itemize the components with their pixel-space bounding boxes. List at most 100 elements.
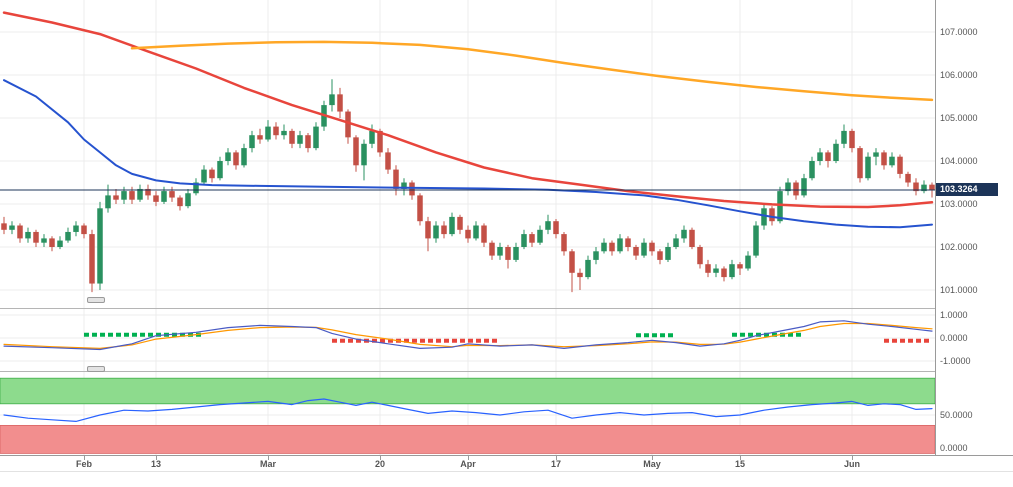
candle-up <box>785 182 791 192</box>
last-price-label: 103.3264 <box>936 183 998 197</box>
price-tick-label: 1.0000 <box>940 310 968 320</box>
candle-down <box>505 247 511 260</box>
candle-down <box>465 229 471 239</box>
candle-down <box>569 251 575 273</box>
time-tick-label: 20 <box>374 459 385 469</box>
candle-down <box>697 247 703 265</box>
rsi-zones <box>0 377 935 454</box>
moving-averages <box>2 11 934 229</box>
candle-up <box>753 225 759 256</box>
candle-up <box>665 247 671 260</box>
candle-up <box>777 191 783 222</box>
candle-up <box>513 247 519 260</box>
candle-down <box>33 231 39 243</box>
time-tick-mark <box>156 456 157 460</box>
time-tick-label: Feb <box>75 459 92 469</box>
candle-up <box>801 178 807 196</box>
time-tick-mark <box>652 456 653 460</box>
price-axis[interactable]: 107.0000 106.0000 105.0000 104.0000 103.0000… <box>935 0 1013 472</box>
candle-up <box>9 225 15 230</box>
candle-up <box>329 94 335 106</box>
price-tick-label: 101.0000 <box>940 285 978 295</box>
candle-down <box>913 182 919 192</box>
panel-resize-handle[interactable] <box>87 297 105 303</box>
candlestick-chart[interactable] <box>0 0 935 455</box>
candle-up <box>137 188 143 200</box>
candle-down <box>529 234 535 243</box>
candle-down <box>649 242 655 252</box>
candle-up <box>217 161 223 179</box>
time-tick-mark <box>468 456 469 460</box>
rsi-panel <box>3 398 933 422</box>
candle-up <box>225 152 231 161</box>
candle-up <box>545 221 551 230</box>
candle-up <box>97 208 103 284</box>
candle-down <box>17 225 23 239</box>
candle-up <box>241 148 247 166</box>
candle-up <box>617 238 623 252</box>
candle-up <box>265 126 271 140</box>
candle-down <box>393 169 399 189</box>
candle-up <box>841 130 847 144</box>
candles <box>1 79 935 293</box>
time-tick-mark <box>740 456 741 460</box>
candle-down <box>857 148 863 179</box>
candle-down <box>169 191 175 198</box>
candle-down <box>633 247 639 256</box>
candle-down <box>81 225 87 235</box>
candle-up <box>57 240 63 247</box>
rsi-oversold-zone <box>0 424 935 454</box>
candle-down <box>897 156 903 174</box>
candle-up <box>249 135 255 149</box>
candle-down <box>441 225 447 235</box>
time-tick-label: Jun <box>843 459 860 469</box>
candle-down <box>49 238 55 247</box>
time-axis[interactable]: Feb 13 Mar 20 Apr 17 May 15 Jun <box>0 455 1013 472</box>
candle-up <box>185 193 191 207</box>
candle-up <box>889 156 895 166</box>
candle-up <box>161 191 167 202</box>
candle-up <box>681 229 687 239</box>
price-tick-label: 106.0000 <box>940 70 978 80</box>
candle-up <box>313 126 319 149</box>
candle-up <box>729 264 735 278</box>
panel-resize-handle[interactable] <box>87 366 105 372</box>
candle-up <box>817 152 823 161</box>
rsi-overbought-zone <box>0 377 935 405</box>
candle-down <box>305 135 311 149</box>
price-tick-label: 50.0000 <box>940 410 973 420</box>
price-tick-label: 107.0000 <box>940 27 978 37</box>
candle-down <box>553 221 559 235</box>
candle-down <box>705 264 711 273</box>
candle-down <box>489 242 495 256</box>
candle-down <box>289 130 295 144</box>
candle-up <box>121 191 127 200</box>
candle-up <box>873 152 879 157</box>
candle-up <box>537 229 543 243</box>
candle-down <box>345 111 351 138</box>
panel-separators <box>0 308 935 372</box>
candle-down <box>257 135 263 140</box>
candle-down <box>417 195 423 222</box>
candle-down <box>89 234 95 284</box>
time-axis-border <box>0 455 1013 456</box>
time-tick-mark <box>84 456 85 460</box>
candle-down <box>793 182 799 196</box>
candle-up <box>497 247 503 256</box>
candle-up <box>449 216 455 235</box>
price-tick-label: 103.0000 <box>940 199 978 209</box>
candle-up <box>41 238 47 243</box>
candle-up <box>921 184 927 192</box>
candle-down <box>233 152 239 166</box>
time-tick-mark <box>268 456 269 460</box>
candle-up <box>713 268 719 273</box>
time-tick-label: 15 <box>734 459 745 469</box>
candle-up <box>297 135 303 144</box>
candle-down <box>689 229 695 247</box>
candle-up <box>585 259 591 278</box>
candle-down <box>129 191 135 200</box>
candle-up <box>65 231 71 241</box>
candle-down <box>377 130 383 153</box>
candle-up <box>745 255 751 269</box>
